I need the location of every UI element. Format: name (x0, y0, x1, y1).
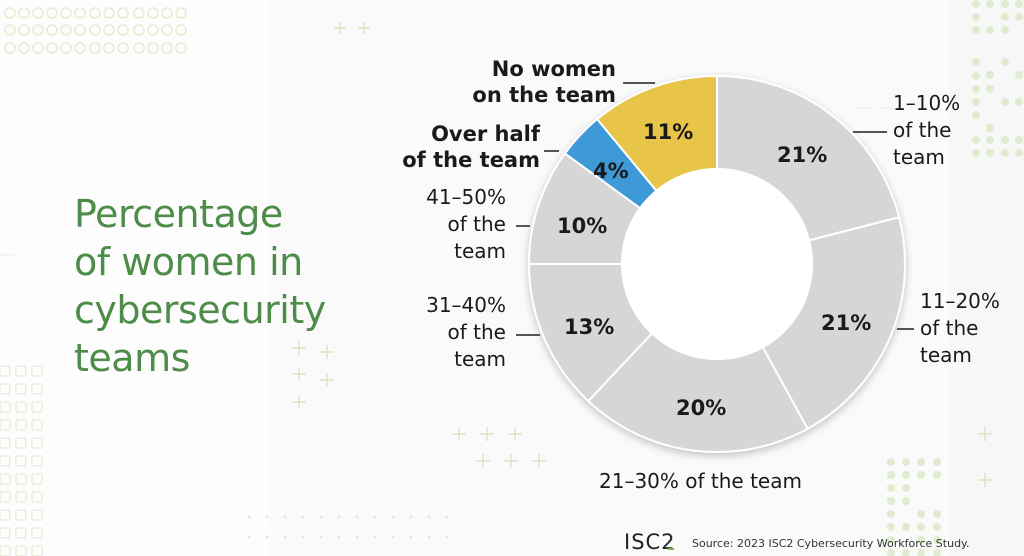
leader-line-41-50 (516, 225, 530, 227)
source-citation: Source: 2023 ISC2 Cybersecurity Workforc… (692, 537, 970, 550)
leader-line-1-10 (853, 131, 887, 133)
label-11-20-line-2: of the (920, 316, 979, 340)
slice-value-over-half: 4% (593, 159, 629, 183)
label-no-women-line-2: on the team (472, 83, 616, 107)
slice-value-21-30: 20% (676, 396, 727, 420)
isc2-logo: ISC2 (624, 530, 676, 554)
title-line-2: of women in (74, 240, 303, 284)
label-no-women: No women on the team (430, 56, 616, 108)
logo-accent-mark (667, 548, 674, 550)
label-41-50-line-2: of the (447, 212, 506, 236)
label-21-30: 21–30% of the team (599, 469, 802, 493)
donut-slices (527, 74, 906, 453)
isc2-logo-text: ISC2 (624, 530, 676, 554)
leader-line-over-half (544, 150, 559, 152)
label-31-40-line-1: 31–40% (426, 293, 506, 317)
title-line-1: Percentage (74, 192, 283, 236)
label-over-half: Over half of the team (370, 121, 540, 173)
slice-value-11-20: 21% (821, 311, 872, 335)
label-no-women-line-1: No women (491, 57, 616, 81)
slice-value-31-40: 13% (564, 315, 615, 339)
slice-value-no-women: 11% (643, 120, 694, 144)
label-11-20-line-1: 11–20% (920, 289, 1000, 313)
label-11-20-line-3: team (920, 343, 972, 367)
label-1-10-line-1: 1–10% (893, 91, 961, 115)
label-41-50: 41–50% of the team (396, 184, 506, 265)
chart-title: Percentage of women in cybersecurity tea… (74, 190, 326, 382)
label-1-10-line-3: team (893, 145, 945, 169)
label-31-40: 31–40% of the team (396, 292, 506, 373)
label-41-50-line-1: 41–50% (426, 185, 506, 209)
donut-hole (621, 168, 813, 360)
label-11-20: 11–20% of the team (920, 288, 1024, 369)
leader-line-11-20 (897, 328, 914, 330)
label-over-half-line-2: of the team (402, 148, 540, 172)
title-line-3: cybersecurity (74, 288, 326, 332)
slice-value-41-50: 10% (557, 214, 608, 238)
label-1-10-line-2: of the (893, 118, 952, 142)
label-41-50-line-3: team (454, 239, 506, 263)
label-31-40-line-2: of the (447, 320, 506, 344)
label-31-40-line-3: team (454, 347, 506, 371)
leader-line-no-women (623, 82, 655, 84)
label-over-half-line-1: Over half (431, 122, 540, 146)
background-left-panel (0, 0, 270, 556)
leader-line-31-40 (516, 334, 540, 336)
label-1-10: 1–10% of the team (893, 90, 1003, 171)
slice-value-1-10: 21% (777, 143, 828, 167)
title-line-4: teams (74, 336, 190, 380)
